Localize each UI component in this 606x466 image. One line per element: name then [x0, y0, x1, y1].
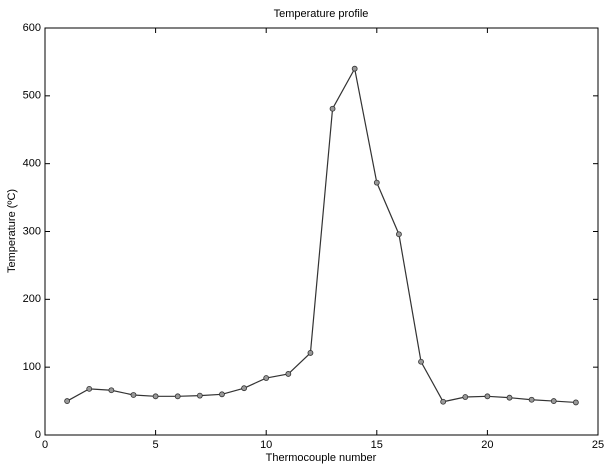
data-point [174, 393, 181, 400]
data-point [152, 393, 159, 400]
data-point [396, 231, 402, 238]
data-point [528, 396, 535, 403]
y-tick-label: 300 [23, 225, 41, 237]
y-tick-label: 0 [35, 429, 41, 441]
data-point [484, 393, 491, 400]
data-point [440, 398, 447, 405]
x-tick-label: 10 [260, 439, 272, 451]
x-tick-label: 20 [481, 439, 493, 451]
y-tick-label: 500 [23, 90, 41, 102]
x-axis-label: Thermocouple number [266, 452, 377, 464]
y-tick-label: 200 [23, 293, 41, 305]
data-point [241, 385, 247, 392]
data-point [307, 350, 314, 356]
data-point [462, 394, 469, 400]
y-tick-label: 100 [23, 361, 41, 373]
data-point [130, 392, 137, 398]
data-point [506, 394, 513, 401]
data-point [351, 65, 358, 72]
data-point [572, 399, 579, 406]
data-point [219, 391, 225, 398]
x-tick-label: 25 [592, 439, 604, 451]
y-axis-label: Temperature (ºC) [6, 189, 18, 273]
data-point [263, 375, 270, 381]
x-tick-label: 0 [42, 439, 48, 451]
data-point [86, 385, 93, 392]
data-point [550, 398, 557, 404]
x-tick-label: 15 [371, 439, 383, 451]
data-line [66, 66, 576, 404]
y-tick-label: 400 [23, 158, 41, 170]
data-point [373, 179, 380, 186]
data-point [196, 392, 203, 399]
data-point [108, 387, 115, 394]
y-tick-label: 600 [23, 22, 41, 34]
data-point [285, 371, 292, 377]
data-point [64, 398, 71, 404]
data-point [418, 358, 424, 365]
x-tick-label: 5 [153, 439, 159, 451]
data-point [329, 105, 336, 112]
chart-title: Temperature profile [274, 8, 369, 20]
